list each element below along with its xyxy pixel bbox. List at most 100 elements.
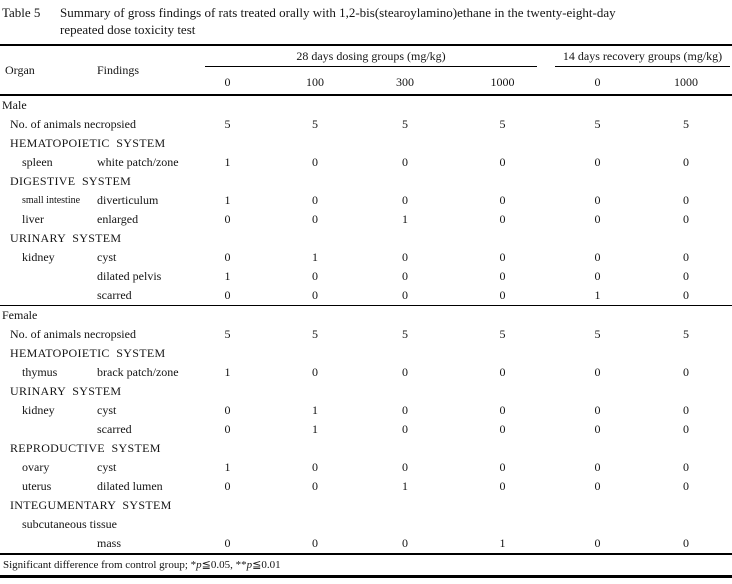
count-value: 0 xyxy=(402,365,408,379)
findings-column-header: Findings xyxy=(92,45,185,96)
system-header: URINARY SYSTEM xyxy=(10,231,122,245)
finding-row: scarred 0 1 0 0 0 0 xyxy=(0,420,732,439)
footnote-text: Significant difference from control grou… xyxy=(3,559,191,571)
organ-span-row: subcutaneous tissue xyxy=(0,515,732,534)
count-value: 0 xyxy=(312,269,318,283)
footnote: Significant difference from control grou… xyxy=(0,555,732,573)
dose-column-header: 100 xyxy=(270,71,360,96)
finding-row: small intestine diverticulum 1 0 0 0 0 0 xyxy=(0,191,732,210)
finding-row: kidney cyst 0 1 0 0 0 0 xyxy=(0,248,732,267)
finding-row: ovary cyst 1 0 0 0 0 0 xyxy=(0,458,732,477)
system-row: DIGESTIVE SYSTEM xyxy=(0,172,732,191)
system-header: HEMATOPOIETIC SYSTEM xyxy=(10,346,166,360)
finding-label: scarred xyxy=(97,422,132,436)
finding-label: white patch/zone xyxy=(97,155,179,169)
organ-label xyxy=(0,534,92,554)
significance-star: * xyxy=(190,559,197,571)
count-value: 0 xyxy=(224,403,231,417)
count-value: 0 xyxy=(499,422,506,436)
system-header: INTEGUMENTARY SYSTEM xyxy=(10,498,172,512)
count-value: 0 xyxy=(683,479,690,493)
organ-label: liver xyxy=(22,212,44,226)
count-value: 5 xyxy=(499,327,506,341)
count-value: 5 xyxy=(683,117,690,131)
count-value: 1 xyxy=(224,460,231,474)
significance-star: ** xyxy=(235,559,247,571)
count-value: 0 xyxy=(594,155,601,169)
count-value: 0 xyxy=(499,365,506,379)
recovery-groups-label: 14 days recovery groups (mg/kg) xyxy=(555,49,731,67)
count-value: 0 xyxy=(224,250,231,264)
group-header-row: Organ Findings 28 days dosing groups (mg… xyxy=(0,45,732,96)
system-header: REPRODUCTIVE SYSTEM xyxy=(10,441,161,455)
count-value: 0 xyxy=(683,155,690,169)
count-value: 0 xyxy=(594,460,601,474)
finding-label: cyst xyxy=(97,403,117,417)
count-value: 0 xyxy=(499,403,506,417)
count-value: 0 xyxy=(594,536,601,550)
finding-label: dilated pelvis xyxy=(97,269,162,283)
count-value: 1 xyxy=(224,365,231,379)
count-value: 0 xyxy=(683,460,690,474)
necropsy-row: No. of animals necropsied 5 5 5 5 5 5 xyxy=(0,115,732,134)
count-value: 0 xyxy=(594,479,601,493)
count-value: 1 xyxy=(594,288,601,302)
count-value: 1 xyxy=(224,193,231,207)
system-row: HEMATOPOIETIC SYSTEM xyxy=(0,344,732,363)
count-value: 0 xyxy=(499,269,506,283)
p-threshold: ≦0.05, xyxy=(201,559,236,571)
finding-row: dilated pelvis 1 0 0 0 0 0 xyxy=(0,267,732,286)
finding-row: mass 0 0 0 1 0 0 xyxy=(0,534,732,554)
finding-label: cyst xyxy=(97,460,117,474)
finding-row: kidney cyst 0 1 0 0 0 0 xyxy=(0,401,732,420)
count-value: 0 xyxy=(312,365,318,379)
system-header: URINARY SYSTEM xyxy=(10,384,122,398)
count-value: 5 xyxy=(312,327,318,341)
count-value: 0 xyxy=(683,365,690,379)
organ-label: uterus xyxy=(22,479,52,493)
count-value: 1 xyxy=(312,403,318,417)
count-value: 0 xyxy=(499,155,506,169)
count-value: 0 xyxy=(594,212,601,226)
finding-label: brack patch/zone xyxy=(97,365,179,379)
count-value: 0 xyxy=(402,460,408,474)
count-value: 5 xyxy=(224,117,231,131)
count-value: 0 xyxy=(594,250,601,264)
system-header: HEMATOPOIETIC SYSTEM xyxy=(10,136,166,150)
count-value: 0 xyxy=(594,422,601,436)
count-value: 0 xyxy=(312,288,318,302)
count-value: 0 xyxy=(312,460,318,474)
organ-label: ovary xyxy=(22,460,50,474)
findings-table: Organ Findings 28 days dosing groups (mg… xyxy=(0,44,732,555)
count-value: 0 xyxy=(499,250,506,264)
count-value: 0 xyxy=(594,365,601,379)
organ-label xyxy=(0,420,92,439)
count-value: 1 xyxy=(499,536,506,550)
count-value: 5 xyxy=(499,117,506,131)
dosing-groups-label: 28 days dosing groups (mg/kg) xyxy=(205,49,538,67)
organ-label xyxy=(0,286,92,306)
system-header: DIGESTIVE SYSTEM xyxy=(10,174,132,188)
table-title-line1: Summary of gross findings of rats treate… xyxy=(60,5,616,20)
count-value: 0 xyxy=(683,269,690,283)
count-value: 0 xyxy=(312,536,318,550)
count-value: 1 xyxy=(312,422,318,436)
count-value: 0 xyxy=(312,479,318,493)
count-value: 0 xyxy=(683,288,690,302)
organ-label xyxy=(0,267,92,286)
count-value: 0 xyxy=(499,288,506,302)
system-row: REPRODUCTIVE SYSTEM xyxy=(0,439,732,458)
count-value: 0 xyxy=(499,212,506,226)
system-row: INTEGUMENTARY SYSTEM xyxy=(0,496,732,515)
count-value: 0 xyxy=(312,212,318,226)
p-symbol: p xyxy=(196,559,202,571)
dose-column-header: 1000 xyxy=(450,71,556,96)
system-row: HEMATOPOIETIC SYSTEM xyxy=(0,134,732,153)
sex-row: Male xyxy=(0,95,732,115)
dose-header-row: 0 100 300 1000 0 1000 xyxy=(0,71,732,96)
table-title-line2: repeated dose toxicity test xyxy=(60,22,196,37)
table-title: Summary of gross findings of rats treate… xyxy=(60,4,730,38)
finding-row: thymus brack patch/zone 1 0 0 0 0 0 xyxy=(0,363,732,382)
count-value: 0 xyxy=(683,250,690,264)
p-symbol: p xyxy=(246,559,253,571)
